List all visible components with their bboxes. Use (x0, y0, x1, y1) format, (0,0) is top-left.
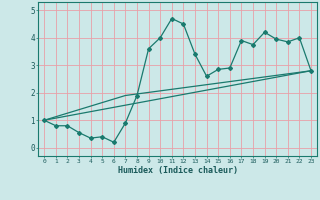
X-axis label: Humidex (Indice chaleur): Humidex (Indice chaleur) (118, 166, 238, 175)
